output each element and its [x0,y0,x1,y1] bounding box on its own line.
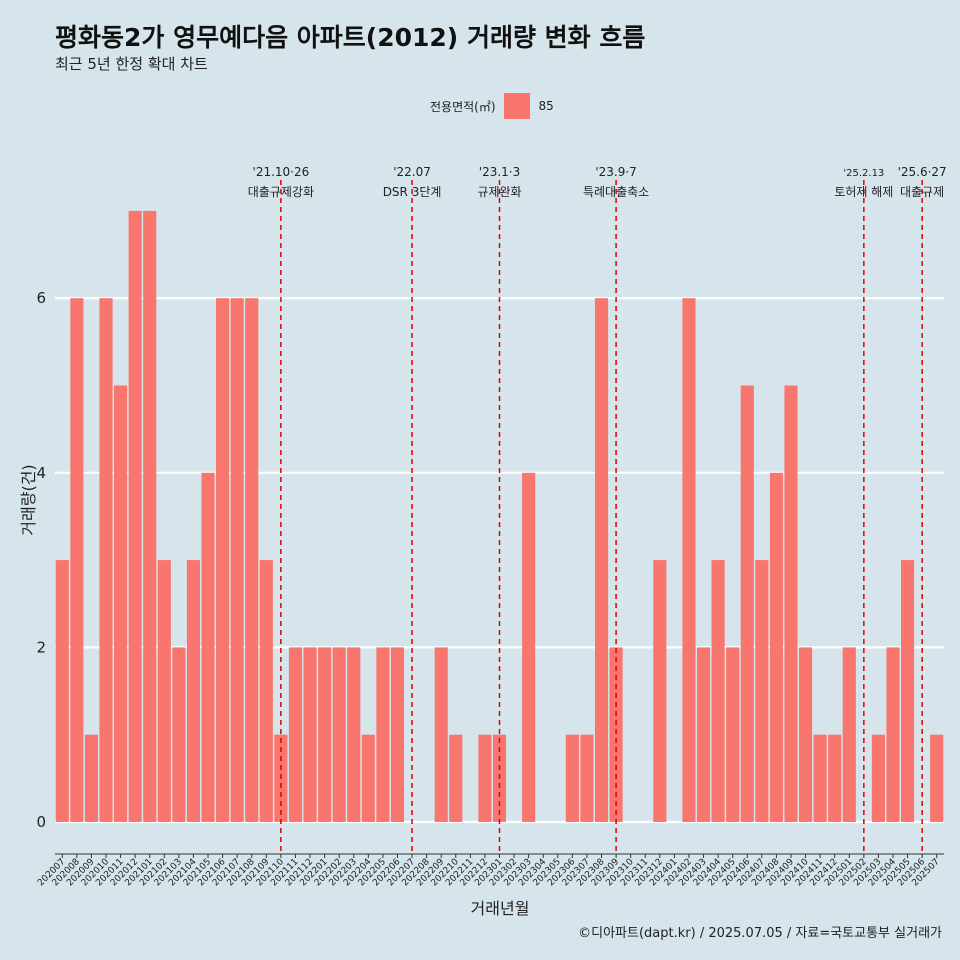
event-label: DSR 3단계 [383,185,442,199]
bar-202507 [930,734,944,822]
event-date-label: '25.2.13 [843,168,884,179]
bar-202504 [886,647,900,822]
bar-202412 [828,734,842,822]
bar-202307 [580,734,594,822]
bar-202210 [449,734,463,822]
event-label: 대출규제강화 [248,185,314,199]
y-tick-label: 4 [36,464,46,482]
y-axis-title: 거래량(건) [19,464,38,535]
bar-202212 [478,734,492,822]
bar-202109 [259,560,273,822]
bar-202411 [813,734,827,822]
event-label: 토허제 해제 [834,185,893,199]
bar-202010 [99,298,113,822]
bar-202107 [230,298,244,822]
bar-202410 [798,647,813,822]
bar-202103 [172,647,186,822]
legend-swatch [503,93,530,119]
bar-202209 [434,647,448,822]
bar-202503 [871,734,885,822]
bar-202106 [216,298,230,822]
chart-subtitle: 최근 5년 한정 확대 차트 [55,55,208,73]
bar-202505 [901,560,915,822]
event-date-label: '22.07 [393,165,431,179]
bar-202404 [711,560,725,822]
bar-202306 [565,734,579,822]
bar-202407 [755,560,769,822]
bar-202403 [696,647,711,822]
event-date-label: '25.6·27 [898,165,947,179]
bar-202309 [609,647,623,822]
bar-202204 [361,734,375,822]
chart-title: 평화동2가 영무예다음 아파트(2012) 거래량 변화 흐름 [55,23,646,52]
bar-202111 [288,647,303,822]
bar-202409 [784,385,798,822]
bar-202203 [347,647,361,822]
legend: 전용면적(㎡) 85 [430,93,554,119]
bar-202104 [186,560,201,822]
legend-title: 전용면적(㎡) [430,99,496,114]
bar-202206 [390,647,405,822]
bar-202402 [682,298,696,822]
bar-202405 [726,647,740,822]
y-tick-label: 2 [36,638,46,656]
bar-202308 [594,298,609,822]
event-date-label: '21.10·26 [253,165,310,179]
bar-202408 [769,472,783,822]
event-label: 특례대출축소 [583,185,649,199]
bar-202007 [55,560,69,822]
bar-202205 [376,647,390,822]
bar-202406 [740,385,754,822]
event-label: 규제완화 [477,185,521,199]
bar-202202 [332,647,346,822]
bar-202008 [70,298,84,822]
bar-202101 [143,210,157,822]
bar-202105 [201,472,215,822]
bar-202102 [157,560,171,822]
event-label: 대출규제 [900,185,944,199]
bar-202012 [128,210,142,822]
x-axis-title: 거래년월 [471,899,530,918]
event-date-label: '23.1·3 [479,165,520,179]
bar-202303 [522,472,536,822]
event-date-label: '23.9·7 [595,165,636,179]
bar-202011 [114,385,128,822]
y-tick-label: 0 [36,813,46,831]
legend-label: 85 [538,99,554,113]
bar-202112 [303,647,317,822]
bar-202108 [245,298,259,822]
bar-202312 [653,560,667,822]
bar-202009 [84,734,98,822]
y-tick-label: 6 [36,289,46,307]
bar-202201 [318,647,332,822]
bar-202501 [842,647,856,822]
source-caption: ©디아파트(dapt.kr) / 2025.07.05 / 자료=국토교통부 실… [578,926,942,941]
